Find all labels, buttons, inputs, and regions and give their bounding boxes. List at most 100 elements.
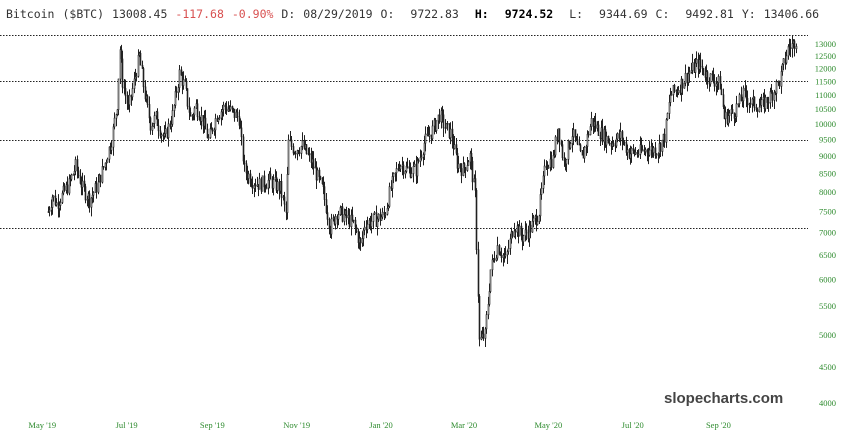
candle-body [506,251,509,256]
candle-body [715,83,718,87]
candle-body [121,58,124,88]
candle-body [561,144,564,159]
candle-body [455,144,458,154]
candle-body [102,166,105,168]
candle-body [616,133,619,140]
candle-body [386,208,389,215]
candle-body [247,173,250,179]
candle-body [720,88,723,96]
y-tick-label: 12500 [815,51,836,61]
candle-body [68,178,71,194]
horizontal-lines-layer [0,35,808,229]
candle-body [99,174,102,183]
candle-body [112,126,115,148]
candle-body [61,192,64,203]
y-tick-label: 5000 [819,330,836,340]
candle-body [634,151,637,155]
x-tick-label: Sep '19 [200,420,225,430]
candle-body [399,166,402,170]
candle-body [76,159,79,172]
candle-body [771,92,774,101]
candle-body [793,40,796,50]
candle-body [428,134,431,137]
candle-body [370,221,373,227]
candle-body [666,113,669,120]
candle-body [607,135,610,144]
candle-body [442,114,445,129]
y-tick-label: 9000 [819,151,836,161]
candle-body [204,117,207,130]
high-label: H: [474,7,489,21]
candle-body [460,168,463,176]
candle-body [728,112,731,116]
candle-body [148,104,151,119]
candle-body [773,91,776,101]
candle-body [363,226,366,231]
candle-body [92,192,95,196]
candle-body [459,163,462,169]
watermark-logo: slopecharts.com [664,390,784,407]
candle-body [491,259,494,271]
candle-body [574,129,577,139]
candle-body [589,126,592,136]
candle-body [286,174,289,213]
candle-body [90,197,93,208]
candle-body [126,95,129,104]
candle-body [619,131,622,139]
candle-body [305,144,308,154]
candle-body [751,98,754,105]
candle-body [173,105,176,111]
candle-body [525,229,528,234]
low-label: L: [569,7,584,21]
candle-body [359,238,362,244]
candle-body [581,150,584,156]
candle-body [507,248,510,252]
candle-body [217,118,220,122]
candle-body [688,71,691,75]
candle-body [83,180,86,187]
candle-body [137,54,140,77]
candle-body [623,141,626,144]
candle-body [663,133,666,143]
candle-body [484,328,487,339]
candle-body [668,102,671,114]
candle-body [488,291,491,305]
candle-body [236,111,239,118]
candle-body [493,258,496,261]
candle-body [120,49,123,60]
candle-body [131,88,134,98]
candle-body [785,55,788,64]
candle-body [474,178,477,191]
candle-body [565,159,568,165]
candle-body [621,131,624,142]
candle-body [395,168,398,174]
candle-body [412,165,415,174]
candle-body [742,87,745,102]
candle-body [188,105,191,113]
candle-body [77,170,80,177]
candle-body [572,129,575,137]
candle-body [377,213,380,220]
candle-body [764,97,767,110]
candle-body [328,219,331,229]
candle-body [185,80,188,89]
candle-body [366,223,369,230]
candle-body [699,59,702,67]
candle-body [404,171,407,175]
candle-body [376,218,379,227]
candle-body [683,82,686,89]
candle-body [84,186,87,201]
candle-body [542,175,545,189]
candle-body [91,194,94,199]
candle-body [101,166,104,183]
candle-body [193,107,196,116]
candle-body [543,165,546,177]
instrument-name: Bitcoin [6,7,55,21]
candle-body [540,188,543,195]
candle-body [214,118,217,131]
candle-body [392,173,395,177]
y-tick-label: 5500 [819,301,836,311]
candle-body [354,219,357,228]
candle-body [740,94,743,102]
